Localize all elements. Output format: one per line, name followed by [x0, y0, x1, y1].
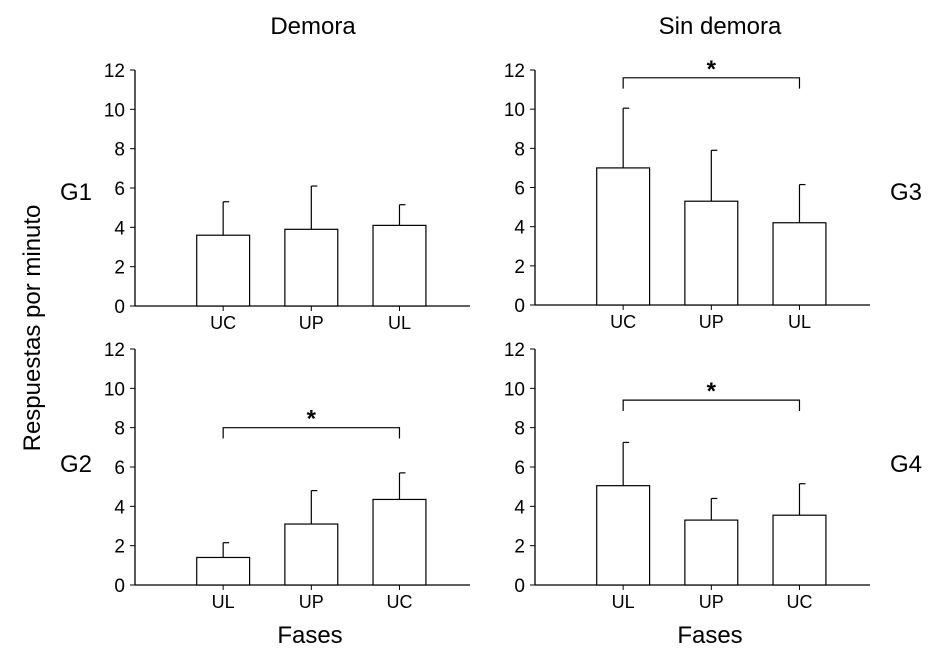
- g1-y-tick-label: 12: [104, 61, 125, 82]
- g2-bar-up: [284, 523, 339, 586]
- g4-x-tick-label-up: UP: [699, 592, 724, 612]
- g4-y-tick-label: 4: [514, 497, 525, 518]
- g4-significance-bracket: [622, 399, 801, 411]
- g4-y-tick-label: 12: [504, 340, 525, 361]
- y-axis-label: Respuestas por minuto: [19, 205, 46, 452]
- g1-bar-up: [284, 228, 339, 307]
- g3-y-tick-label: 12: [504, 61, 525, 82]
- g3-x-tick-label-uc: UC: [610, 312, 636, 332]
- g2-bar-uc: [372, 498, 427, 586]
- g1-x-tick-label-uc: UC: [210, 313, 236, 333]
- g2-bar-ul: [196, 556, 251, 586]
- g3-bar-up: [684, 200, 739, 306]
- g1-y-tick-label: 10: [104, 100, 125, 121]
- g1-x-tick-label-ul: UL: [388, 313, 411, 333]
- g2-significance-bracket: [222, 427, 401, 439]
- g4-x-tick-label-uc: UC: [786, 592, 812, 612]
- g4-y-tick-label: 10: [504, 379, 525, 400]
- g2-x-tick-label-up: UP: [299, 592, 324, 612]
- g1-y-tick-label: 2: [114, 258, 125, 279]
- g3-bar-uc: [596, 167, 651, 306]
- g3-y-tick-label: 8: [514, 139, 525, 160]
- g1-y-tick-label: 0: [114, 297, 125, 318]
- g2-x-tick-label-ul: UL: [212, 592, 235, 612]
- g3-significance-bracket: [622, 77, 801, 89]
- g2-y-tick-label: 12: [104, 340, 125, 361]
- group-label-g4: G4: [890, 451, 922, 478]
- g2-significance-label: *: [307, 406, 317, 433]
- g1-y-tick-label: 4: [114, 218, 125, 239]
- g1-bar-uc: [196, 234, 251, 307]
- g3-y-tick-label: 6: [514, 179, 525, 200]
- group-label-g2: G2: [60, 451, 92, 478]
- g2-y-tick-label: 2: [114, 537, 125, 558]
- g3-bar-ul: [772, 222, 827, 306]
- g3-y-tick-label: 4: [514, 218, 525, 239]
- x-axis-label-right: Fases: [677, 622, 742, 649]
- g4-bar-up: [684, 519, 739, 586]
- g2-y-tick-label: 4: [114, 497, 125, 518]
- g1-bar-ul: [372, 224, 427, 307]
- g3-x-tick-label-ul: UL: [788, 312, 811, 332]
- g1-y-tick-label: 8: [114, 140, 125, 161]
- g4-x-tick-label-ul: UL: [612, 592, 635, 612]
- g1-x-tick-label-up: UP: [299, 313, 324, 333]
- g4-bar-ul: [596, 485, 651, 586]
- g4-significance-label: *: [707, 378, 717, 405]
- g4-y-tick-label: 8: [514, 419, 525, 440]
- g3-y-tick-label: 2: [514, 257, 525, 278]
- g2-y-tick-label: 8: [114, 419, 125, 440]
- g2-y-tick-label: 0: [114, 576, 125, 597]
- g2-x-tick-label-uc: UC: [386, 592, 412, 612]
- g4-bar-uc: [772, 514, 827, 586]
- g3-y-tick-label: 10: [504, 100, 525, 121]
- g3-y-tick-label: 0: [514, 296, 525, 317]
- g2-y-tick-label: 6: [114, 458, 125, 479]
- g3-x-tick-label-up: UP: [699, 312, 724, 332]
- group-label-g1: G1: [60, 179, 92, 206]
- g4-y-tick-label: 6: [514, 458, 525, 479]
- group-label-g3: G3: [890, 179, 922, 206]
- column-title-demora: Demora: [270, 13, 356, 40]
- column-title-sin-demora: Sin demora: [659, 13, 782, 40]
- g2-y-tick-label: 10: [104, 379, 125, 400]
- x-axis-label-left: Fases: [277, 622, 342, 649]
- g1-y-tick-label: 6: [114, 179, 125, 200]
- g3-significance-label: *: [707, 56, 717, 83]
- g4-y-tick-label: 2: [514, 537, 525, 558]
- g4-y-tick-label: 0: [514, 576, 525, 597]
